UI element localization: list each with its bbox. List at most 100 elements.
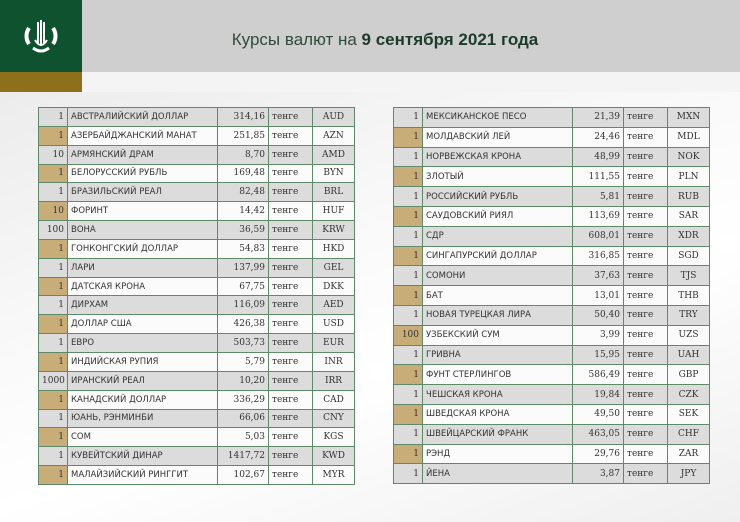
currency-row: 1 САУДОВСКИЙ РИЯЛ 113,69 тенге SAR <box>393 205 710 227</box>
rate-cell: 49,50 <box>572 403 624 425</box>
currency-name-cell: ЙЕНА <box>422 463 573 485</box>
currency-name-cell: ФОРИНТ <box>67 201 218 222</box>
quantity-cell: 1 <box>393 186 423 207</box>
quantity-cell: 1 <box>393 265 423 287</box>
currency-name-cell: БРАЗИЛЬСКИЙ РЕАЛ <box>67 182 218 203</box>
unit-cell: тенге <box>623 304 668 326</box>
currency-code-cell: AZN <box>312 125 355 146</box>
quantity-cell: 1 <box>38 446 68 467</box>
currency-row: 1 АВСТРАЛИЙСКИЙ ДОЛЛАР 314,16 тенге AUD <box>38 107 355 127</box>
unit-cell: тенге <box>623 186 668 207</box>
currency-code-cell: CNY <box>312 408 355 429</box>
unit-cell: тенге <box>268 333 313 353</box>
rate-cell: 113,69 <box>572 205 624 227</box>
quantity-cell: 1 <box>38 333 68 353</box>
currency-row: 1 ДИРХАМ 116,09 тенге AED <box>38 295 355 316</box>
unit-cell: тенге <box>268 295 313 316</box>
quantity-cell: 10 <box>38 144 68 165</box>
currency-code-cell: UZS <box>667 324 710 346</box>
rate-cell: 13,01 <box>572 285 624 306</box>
currency-name-cell: СОМ <box>67 427 218 448</box>
currency-row: 100 ВОНА 36,59 тенге KRW <box>38 220 355 240</box>
currency-row: 1 ШВЕДСКАЯ КРОНА 49,50 тенге SEK <box>393 403 710 425</box>
currency-name-cell: ЧЕШСКАЯ КРОНА <box>422 384 573 405</box>
unit-cell: тенге <box>268 389 313 410</box>
quantity-cell: 1 <box>38 408 68 429</box>
currency-name-cell: ШВЕЙЦАРСКИЙ ФРАНК <box>422 423 573 445</box>
unit-cell: тенге <box>268 276 313 297</box>
unit-cell: тенге <box>268 238 313 259</box>
quantity-cell: 1 <box>393 166 423 188</box>
quantity-cell: 1 <box>38 465 68 485</box>
currency-code-cell: SGD <box>667 245 710 267</box>
currency-row: 1 МАЛАЙЗИЙСКИЙ РИНГГИТ 102,67 тенге MYR <box>38 465 355 485</box>
rate-cell: 37,63 <box>572 265 624 287</box>
currency-code-cell: RUB <box>667 186 710 207</box>
currency-name-cell: МОЛДАВСКИЙ ЛЕЙ <box>422 126 573 148</box>
unit-cell: тенге <box>268 125 313 146</box>
currency-code-cell: CAD <box>312 389 355 410</box>
currency-code-cell: AUD <box>312 107 355 127</box>
quantity-cell: 100 <box>393 324 423 346</box>
currency-name-cell: РЭНД <box>422 443 573 465</box>
currency-code-cell: THB <box>667 285 710 306</box>
currency-code-cell: MXN <box>667 107 710 128</box>
unit-cell: тенге <box>623 146 668 168</box>
unit-cell: тенге <box>623 285 668 306</box>
currency-name-cell: ДОЛЛАР США <box>67 314 218 335</box>
unit-cell: тенге <box>623 166 668 188</box>
currency-row: 1 СИНГАПУРСКИЙ ДОЛЛАР 316,85 тенге SGD <box>393 245 710 267</box>
rate-cell: 14,42 <box>217 201 269 222</box>
rate-cell: 608,01 <box>572 225 624 247</box>
currency-row: 1 ДАТСКАЯ КРОНА 67,75 тенге DKK <box>38 276 355 297</box>
unit-cell: тенге <box>268 163 313 184</box>
currency-row: 1 ЗЛОТЫЙ 111,55 тенге PLN <box>393 166 710 188</box>
quantity-cell: 1 <box>393 344 423 366</box>
unit-cell: тенге <box>623 384 668 405</box>
currency-name-cell: УЗБЕКСКИЙ СУМ <box>422 324 573 346</box>
unit-cell: тенге <box>623 423 668 445</box>
currency-row: 1 ЧЕШСКАЯ КРОНА 19,84 тенге CZK <box>393 384 710 405</box>
currency-code-cell: AED <box>312 295 355 316</box>
rates-table-right: 1 МЕКСИКАНСКОЕ ПЕСО 21,39 тенге MXN 1 МОЛДАВСК… <box>393 107 710 485</box>
currency-name-cell: САУДОВСКИЙ РИЯЛ <box>422 205 573 227</box>
rate-cell: 36,59 <box>217 220 269 240</box>
currency-row: 1 КАНАДСКИЙ ДОЛЛАР 336,29 тенге CAD <box>38 389 355 410</box>
currency-name-cell: СОМОНИ <box>422 265 573 287</box>
rate-cell: 111,55 <box>572 166 624 188</box>
quantity-cell: 1 <box>38 295 68 316</box>
rate-cell: 82,48 <box>217 182 269 203</box>
rate-cell: 50,40 <box>572 304 624 326</box>
unit-cell: тенге <box>268 408 313 429</box>
currency-row: 1 МОЛДАВСКИЙ ЛЕЙ 24,46 тенге MDL <box>393 126 710 148</box>
currency-code-cell: TJS <box>667 265 710 287</box>
currency-code-cell: MDL <box>667 126 710 148</box>
currency-row: 1 КУВЕЙТСКИЙ ДИНАР 1417,72 тенге KWD <box>38 446 355 467</box>
currency-row: 1 ИНДИЙСКАЯ РУПИЯ 5,79 тенге INR <box>38 351 355 372</box>
quantity-cell: 1 <box>38 125 68 146</box>
rate-cell: 137,99 <box>217 257 269 278</box>
quantity-cell: 10 <box>38 201 68 222</box>
rate-cell: 1417,72 <box>217 446 269 467</box>
currency-name-cell: ИНДИЙСКАЯ РУПИЯ <box>67 351 218 372</box>
currency-row: 1 МЕКСИКАНСКОЕ ПЕСО 21,39 тенге MXN <box>393 107 710 128</box>
quantity-cell: 1 <box>38 107 68 127</box>
currency-code-cell: DKK <box>312 276 355 297</box>
quantity-cell: 1 <box>38 238 68 259</box>
rate-cell: 251,85 <box>217 125 269 146</box>
quantity-cell: 1 <box>38 427 68 448</box>
currency-row: 1 РЭНД 29,76 тенге ZAR <box>393 443 710 465</box>
title-prefix: Курсы валют на <box>231 30 362 49</box>
quantity-cell: 1 <box>38 276 68 297</box>
rate-cell: 169,48 <box>217 163 269 184</box>
currency-name-cell: МЕКСИКАНСКОЕ ПЕСО <box>422 107 573 128</box>
unit-cell: тенге <box>623 443 668 465</box>
unit-cell: тенге <box>623 107 668 128</box>
page-title: Курсы валют на 9 сентября 2021 года <box>82 30 688 50</box>
rate-cell: 463,05 <box>572 423 624 445</box>
currency-name-cell: ВОНА <box>67 220 218 240</box>
quantity-cell: 1 <box>38 314 68 335</box>
national-bank-emblem-icon <box>24 20 58 53</box>
currency-code-cell: EUR <box>312 333 355 353</box>
rates-table-left: 1 АВСТРАЛИЙСКИЙ ДОЛЛАР 314,16 тенге AUD 1 АЗЕР… <box>38 107 355 485</box>
